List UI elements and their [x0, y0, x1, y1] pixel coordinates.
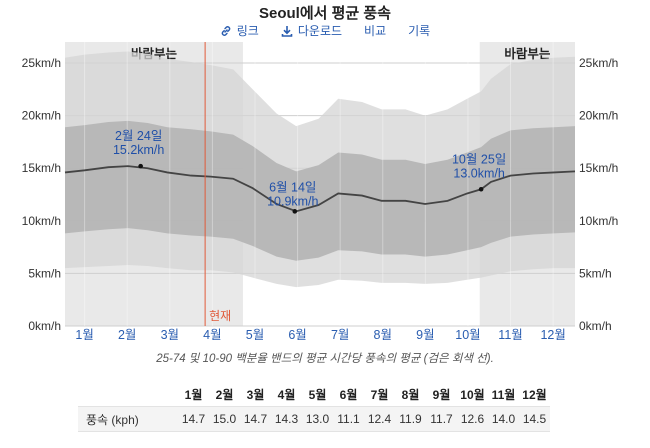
summary-month-value: 14.0: [488, 406, 519, 432]
summary-month-header: 10월: [460, 387, 485, 402]
annotation-point: [292, 209, 298, 214]
summary-month-header: 8월: [401, 387, 420, 402]
windy-period-label: 바람부는: [504, 46, 551, 61]
x-tick-label-month: 7월: [331, 328, 349, 342]
x-tick-label-month: 1월: [75, 328, 93, 342]
compare-label: 비교: [364, 24, 387, 38]
summary-month-value: 14.7: [178, 406, 209, 432]
summary-row-label: 풍속 (kph): [78, 406, 178, 432]
x-tick-label-month: 6월: [288, 328, 306, 342]
summary-month-header: 5월: [308, 387, 327, 402]
summary-value-row: 풍속 (kph) 14.7 15.0 14.7 14.3 13.0 11.1 12.4 11.…: [78, 406, 550, 432]
history-button[interactable]: 기록: [408, 22, 430, 39]
summary-month-value: 11.9: [395, 406, 426, 432]
summary-month-value: 12.6: [457, 406, 488, 432]
x-tick-label-month: 11월: [498, 328, 522, 342]
summary-month-header: 7월: [370, 387, 389, 402]
annotation-point: [138, 163, 143, 169]
summary-month-value: 11.1: [333, 406, 364, 432]
mean-wind-line: [64, 165, 576, 213]
summary-month-value: 15.0: [209, 406, 240, 432]
annotation-value: 15.2km/h: [113, 143, 164, 157]
x-tick-label-month: 12월: [540, 328, 565, 342]
band-25-75: [65, 120, 575, 261]
x-tick-label-month: 5월: [246, 328, 264, 342]
x-tick-label-month: 8월: [374, 328, 392, 342]
summary-table: 1월 2월 3월 4월 5월 6월 7월 8월 9월 10월 11월 12월 풍속 (kph) 14.…: [78, 382, 550, 432]
link-label: 링크: [236, 24, 259, 38]
summary-month-header: 12월: [522, 387, 547, 402]
summary-corner: [78, 382, 178, 407]
summary-month-value: 14.7: [240, 406, 271, 432]
x-tick-label-month: 2월: [118, 328, 136, 342]
summary-header-row: 1월 2월 3월 4월 5월 6월 7월 8월 9월 10월 11월 12월: [78, 382, 550, 407]
summary-month-header: 4월: [277, 387, 296, 402]
link-button[interactable]: 링크: [220, 22, 259, 39]
chart-caption: 25-74 및 10-90 백분율 밴드의 평균 시간당 풍속의 평균 (검은 …: [156, 353, 494, 365]
y-tick-label-left: 0km/h: [28, 319, 61, 333]
y-tick-label-right: 10km/h: [579, 214, 618, 228]
compare-button[interactable]: 비교: [364, 22, 386, 39]
y-tick-label-right: 20km/h: [579, 109, 618, 123]
annotation-date: 10월 25일: [452, 152, 506, 166]
summary-month-value: 13.0: [302, 406, 333, 432]
summary-month-header: 2월: [215, 387, 234, 402]
y-tick-label-left: 20km/h: [22, 109, 61, 123]
x-tick-label-month: 4월: [203, 328, 221, 342]
y-tick-label-left: 25km/h: [22, 56, 61, 70]
y-tick-label-left: 15km/h: [22, 161, 61, 175]
summary-month-header: 3월: [246, 387, 265, 402]
summary-month-header: 9월: [432, 387, 451, 402]
history-label: 기록: [408, 24, 431, 38]
x-tick-label-month: 3월: [161, 328, 179, 342]
annotation-value: 13.0km/h: [453, 166, 504, 180]
summary-month-value: 12.4: [364, 406, 395, 432]
y-tick-label-left: 5km/h: [28, 266, 61, 280]
summary-month-value: 11.7: [426, 406, 457, 432]
summary-month-header: 6월: [339, 387, 358, 402]
now-marker-label: 현재: [209, 309, 231, 323]
download-label: 다운로드: [297, 24, 343, 38]
summary-month-header: 11월: [491, 387, 516, 402]
summary-month-value: 14.3: [271, 406, 302, 432]
download-icon: [281, 25, 293, 37]
link-icon: [221, 25, 231, 36]
annotation-point: [478, 186, 484, 192]
y-tick-label-right: 0km/h: [579, 319, 612, 333]
toolbar: 링크 다운로드 비교 기록: [0, 22, 650, 39]
download-button[interactable]: 다운로드: [281, 22, 342, 39]
chart-title: Seoul에서 평균 풍속: [259, 5, 391, 22]
y-tick-label-right: 25km/h: [579, 56, 618, 70]
summary-month-header: 1월: [184, 387, 203, 402]
y-tick-label-right: 5km/h: [579, 266, 612, 280]
summary-month-value: 14.5: [519, 406, 550, 432]
annotation-date: 6월 14일: [269, 180, 316, 194]
x-tick-label-month: 9월: [416, 328, 434, 342]
annotation-value: 10.9km/h: [267, 194, 318, 208]
y-tick-label-left: 10km/h: [22, 214, 61, 228]
annotation-date: 2월 24일: [115, 129, 162, 143]
y-tick-label-right: 15km/h: [579, 161, 618, 175]
x-tick-label-month: 10월: [455, 328, 480, 342]
